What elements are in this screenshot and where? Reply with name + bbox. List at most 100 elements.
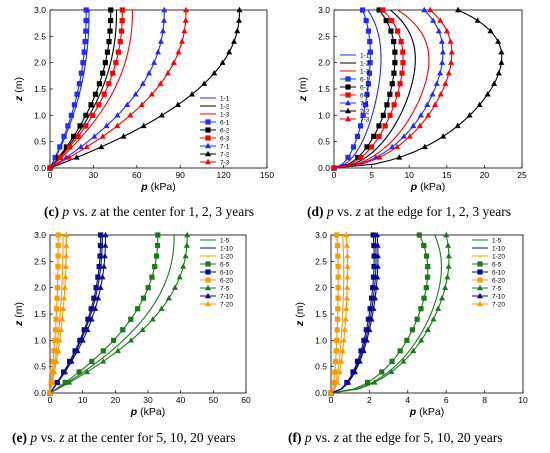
data-point xyxy=(111,337,117,343)
data-point xyxy=(53,316,59,322)
series-line xyxy=(49,234,64,394)
x-tick-label: 120 xyxy=(217,170,231,180)
data-point xyxy=(455,6,462,13)
series-7-10 xyxy=(328,231,381,396)
data-point xyxy=(53,358,60,364)
series-6-2 xyxy=(47,7,114,171)
data-point xyxy=(114,347,121,354)
series-line xyxy=(49,9,123,169)
series-6-10 xyxy=(47,232,104,396)
data-point xyxy=(54,285,61,291)
data-point xyxy=(219,59,226,65)
data-point xyxy=(358,154,364,161)
series-7-1 xyxy=(331,6,446,171)
data-point xyxy=(370,232,376,238)
data-point xyxy=(371,242,377,249)
legend-label: 6-1 xyxy=(360,76,370,83)
data-point xyxy=(97,253,103,259)
data-point xyxy=(62,263,69,269)
x-tick-label: 0 xyxy=(48,170,53,180)
data-point xyxy=(120,133,127,139)
data-point xyxy=(118,28,125,34)
data-point xyxy=(335,285,341,291)
series-line xyxy=(49,234,102,394)
data-point xyxy=(363,337,370,343)
data-point xyxy=(88,316,95,322)
data-point xyxy=(421,6,428,13)
data-point xyxy=(104,49,111,55)
data-point xyxy=(474,17,481,23)
legend-marker xyxy=(205,269,211,275)
data-point xyxy=(49,379,56,385)
data-point xyxy=(106,39,112,45)
series-line xyxy=(330,234,345,394)
data-point xyxy=(83,112,89,118)
series-6-1 xyxy=(331,7,373,171)
data-point xyxy=(376,133,382,139)
data-point xyxy=(367,49,373,55)
data-point xyxy=(182,252,189,259)
data-point xyxy=(368,316,375,322)
legend: 1-11-21-36-16-26-37-17-27-3 xyxy=(200,95,230,166)
data-point xyxy=(400,49,406,55)
data-point xyxy=(61,368,68,375)
data-point xyxy=(387,91,393,97)
series-line xyxy=(333,9,382,169)
data-point xyxy=(334,327,340,333)
data-point xyxy=(176,273,183,280)
data-point xyxy=(61,295,68,301)
data-point xyxy=(54,295,60,301)
x-tick-label: 4 xyxy=(405,395,410,405)
legend-label: 6-1 xyxy=(220,119,230,126)
series-7-2 xyxy=(331,6,505,171)
series-1-3 xyxy=(333,9,430,169)
series-line xyxy=(49,9,134,169)
data-point xyxy=(363,327,369,333)
data-point xyxy=(76,81,83,87)
data-point xyxy=(371,264,377,270)
legend-marker xyxy=(477,269,483,275)
data-point xyxy=(84,368,91,375)
data-point xyxy=(335,253,341,259)
data-point xyxy=(380,112,386,118)
data-point xyxy=(367,39,373,45)
data-point xyxy=(127,337,134,343)
data-point xyxy=(50,358,56,364)
data-point xyxy=(445,242,452,248)
y-tick-label: 2.5 xyxy=(315,256,327,266)
data-point xyxy=(97,284,104,290)
legend-label: 6-20 xyxy=(220,277,233,284)
data-point xyxy=(66,379,73,385)
legend-label: 1-3 xyxy=(220,111,230,118)
data-point xyxy=(409,327,416,333)
series-7-2 xyxy=(47,6,243,171)
data-point xyxy=(155,48,162,55)
data-point xyxy=(439,59,446,65)
data-point xyxy=(368,144,375,150)
data-point xyxy=(157,80,164,86)
data-point xyxy=(335,274,341,280)
data-point xyxy=(389,81,395,87)
data-point xyxy=(444,273,451,280)
data-point xyxy=(432,101,439,107)
x-tick-label: 20 xyxy=(111,395,121,405)
data-point xyxy=(394,91,401,97)
data-point xyxy=(341,326,348,332)
data-point xyxy=(371,253,377,259)
data-point xyxy=(336,368,343,375)
data-point xyxy=(448,59,455,65)
data-point xyxy=(234,27,241,34)
data-point xyxy=(498,48,505,55)
data-point xyxy=(182,17,189,23)
series-1-3 xyxy=(49,9,134,169)
data-point xyxy=(331,379,337,386)
data-point xyxy=(127,112,134,118)
data-point xyxy=(107,28,113,34)
data-point xyxy=(128,316,134,322)
data-point xyxy=(391,70,397,76)
series-line xyxy=(49,9,241,169)
x-tick-label: 90 xyxy=(175,170,185,180)
data-point xyxy=(343,295,350,301)
data-point xyxy=(51,368,58,375)
legend-label: 1-10 xyxy=(220,245,233,252)
